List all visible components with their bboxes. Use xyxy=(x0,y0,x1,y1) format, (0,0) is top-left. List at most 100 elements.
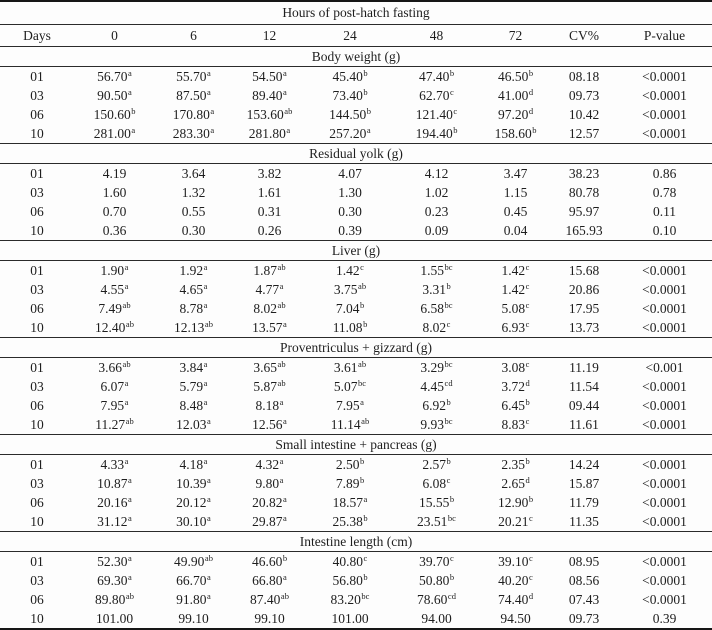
value-cell: 23.51bc xyxy=(417,513,456,529)
value-cell: 10.39a xyxy=(176,475,211,491)
value-cell: 2.65d xyxy=(501,475,530,491)
value-cell: 1.92a xyxy=(179,262,208,278)
value-cell: 101.00 xyxy=(331,610,369,626)
value-cell: 3.31b xyxy=(422,281,451,297)
value-cell: <0.0001 xyxy=(642,68,687,84)
value-cell: 1.42c xyxy=(336,262,364,278)
value-cell: 6.93c xyxy=(501,319,530,335)
table-row: 10 12.40ab 12.13ab 13.57a 11.08b 8.02c 6.93c 13… xyxy=(0,318,712,337)
value-cell: 87.50a xyxy=(176,87,211,103)
significance-superscript: bc xyxy=(444,359,453,369)
significance-superscript: a xyxy=(128,87,132,97)
value-cell: 12.03a xyxy=(176,416,211,432)
table-row: 01 3.66ab 3.84a 3.65ab 3.61ab 3.29bc 3.08c 11.1… xyxy=(0,358,712,377)
value-cell: 47.40b xyxy=(418,68,455,84)
significance-superscript: b xyxy=(446,397,451,407)
value-cell: 12.90b xyxy=(497,494,534,510)
significance-superscript: a xyxy=(363,494,368,504)
value-cell: 89.40a xyxy=(252,87,287,103)
significance-superscript: a xyxy=(207,494,211,504)
value-cell: 40.80c xyxy=(332,553,368,569)
value-cell: 12.13ab xyxy=(174,319,213,335)
day-label: 06 xyxy=(30,300,44,316)
value-cell: 62.70c xyxy=(419,87,454,103)
significance-superscript: d xyxy=(525,475,530,485)
significance-superscript: cd xyxy=(447,591,456,601)
value-cell: <0.001 xyxy=(645,359,684,375)
value-cell: 8.02ab xyxy=(253,300,286,316)
significance-superscript: a xyxy=(207,475,211,485)
day-label: 03 xyxy=(30,87,44,103)
value-cell: 0.70 xyxy=(102,203,127,219)
value-cell: 69.30a xyxy=(97,572,132,588)
value-cell: <0.0001 xyxy=(642,125,687,141)
value-cell: 194.40b xyxy=(415,125,458,141)
value-cell: 10.42 xyxy=(568,106,600,122)
significance-superscript: a xyxy=(360,397,364,407)
value-cell: 56.80b xyxy=(332,572,368,588)
value-cell: 2.35b xyxy=(501,456,530,472)
value-cell: 0.55 xyxy=(181,203,206,219)
value-cell: 39.10c xyxy=(498,553,533,569)
significance-superscript: c xyxy=(453,106,458,116)
column-header-48: 48 xyxy=(429,27,444,43)
value-cell: 09.73 xyxy=(568,87,600,103)
day-label: 10 xyxy=(30,610,44,626)
significance-superscript: d xyxy=(525,378,530,388)
table-row: 01 4.19 3.64 3.82 4.07 4.12 3.47 38.23 0.86 xyxy=(0,164,712,183)
table-row: 10 0.36 0.30 0.26 0.39 0.09 0.04 165.93 0.10 xyxy=(0,221,712,240)
value-cell: 12.57 xyxy=(568,125,600,141)
value-cell: 15.55b xyxy=(418,494,455,510)
value-cell: 94.00 xyxy=(421,610,452,626)
section-header: Proventriculus + gizzard (g) xyxy=(0,337,712,358)
value-cell: 4.12 xyxy=(424,165,449,181)
column-header-24: 24 xyxy=(343,27,357,43)
value-cell: 283.30a xyxy=(172,125,215,141)
value-cell: 3.84a xyxy=(179,359,208,375)
day-label: 10 xyxy=(30,319,44,335)
value-cell: <0.0001 xyxy=(642,319,687,335)
value-cell: 39.70c xyxy=(419,553,454,569)
value-cell: <0.0001 xyxy=(642,87,687,103)
value-cell: <0.0001 xyxy=(642,591,687,607)
value-cell: 0.45 xyxy=(503,203,528,219)
significance-superscript: a xyxy=(283,416,287,426)
value-cell: 40.20c xyxy=(498,572,533,588)
value-cell: 3.64 xyxy=(181,165,206,181)
significance-superscript: b xyxy=(528,494,534,504)
value-cell: 0.30 xyxy=(338,203,362,219)
significance-superscript: bc xyxy=(361,591,370,601)
day-label: 03 xyxy=(30,281,44,297)
value-cell: 101.00 xyxy=(95,610,134,626)
significance-superscript: a xyxy=(128,475,132,485)
value-cell: 73.40b xyxy=(332,87,368,103)
significance-superscript: a xyxy=(128,572,132,582)
significance-superscript: a xyxy=(124,397,129,407)
value-cell: 121.40c xyxy=(415,106,458,122)
value-cell: 15.87 xyxy=(568,475,600,491)
significance-superscript: c xyxy=(529,572,533,582)
significance-superscript: a xyxy=(203,359,208,369)
table-row: 06 7.49ab 8.78a 8.02ab 7.04b 6.58bc 5.08c 17.95… xyxy=(0,299,712,318)
significance-superscript: a xyxy=(279,475,284,485)
value-cell: 20.82a xyxy=(252,494,287,510)
significance-superscript: b xyxy=(449,494,455,504)
significance-superscript: ab xyxy=(125,319,134,329)
significance-superscript: cd xyxy=(444,378,453,388)
significance-superscript: ab xyxy=(280,591,289,601)
section-header: Body weight (g) xyxy=(0,46,712,67)
section-header: Small intestine + pancreas (g) xyxy=(0,434,712,455)
value-cell: 50.80b xyxy=(418,572,455,588)
significance-superscript: a xyxy=(203,262,208,272)
day-label: 03 xyxy=(30,475,44,491)
value-cell: 94.50 xyxy=(500,610,531,626)
value-cell: 0.10 xyxy=(652,222,677,238)
value-cell: 7.95a xyxy=(100,397,129,413)
value-cell: 0.30 xyxy=(181,222,206,238)
significance-superscript: b xyxy=(525,456,530,466)
significance-superscript: a xyxy=(124,378,129,388)
value-cell: 11.79 xyxy=(569,494,599,510)
day-label: 01 xyxy=(30,68,44,84)
column-header-0: 0 xyxy=(111,27,118,43)
day-label: 06 xyxy=(30,106,44,122)
